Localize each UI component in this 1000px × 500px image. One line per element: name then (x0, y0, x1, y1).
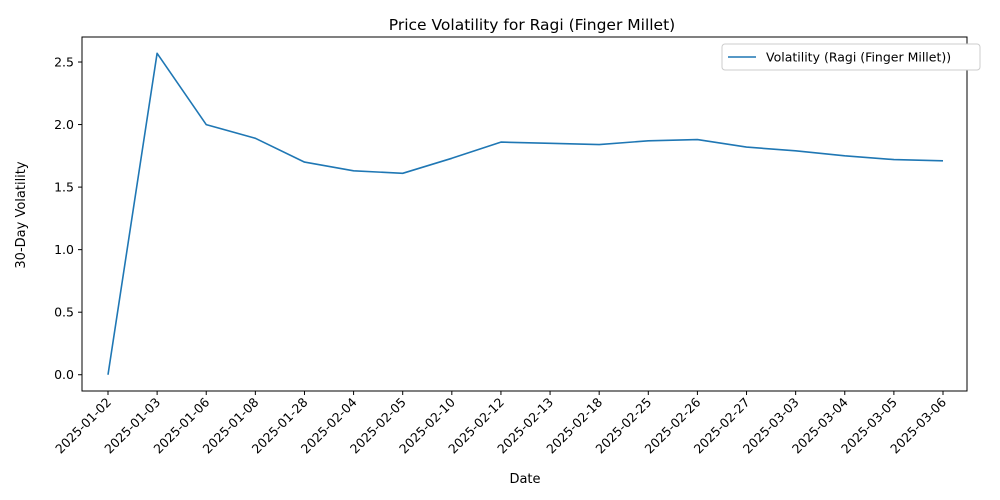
series-line (107, 52, 944, 375)
legend-box (721, 43, 981, 71)
y-tick-label: 1.5 (54, 180, 74, 195)
legend: Volatility (Ragi (Finger Millet)) (721, 43, 981, 71)
chart-title: Price Volatility for Ragi (Finger Millet… (389, 16, 675, 34)
y-tick-label: 2.5 (54, 55, 74, 70)
plot-area: 0.00.51.01.52.02.52025-01-022025-01-0320… (52, 36, 968, 456)
x-axis-label: Date (509, 472, 540, 487)
legend-label: Volatility (Ragi (Finger Millet)) (766, 50, 951, 65)
y-axis-label: 30-Day Volatility (14, 161, 29, 268)
y-tick-label: 0.0 (54, 367, 74, 382)
y-tick-label: 0.5 (54, 305, 74, 320)
y-tick-label: 1.0 (54, 242, 74, 257)
y-tick-label: 2.0 (54, 117, 74, 132)
plot-frame (81, 36, 968, 392)
